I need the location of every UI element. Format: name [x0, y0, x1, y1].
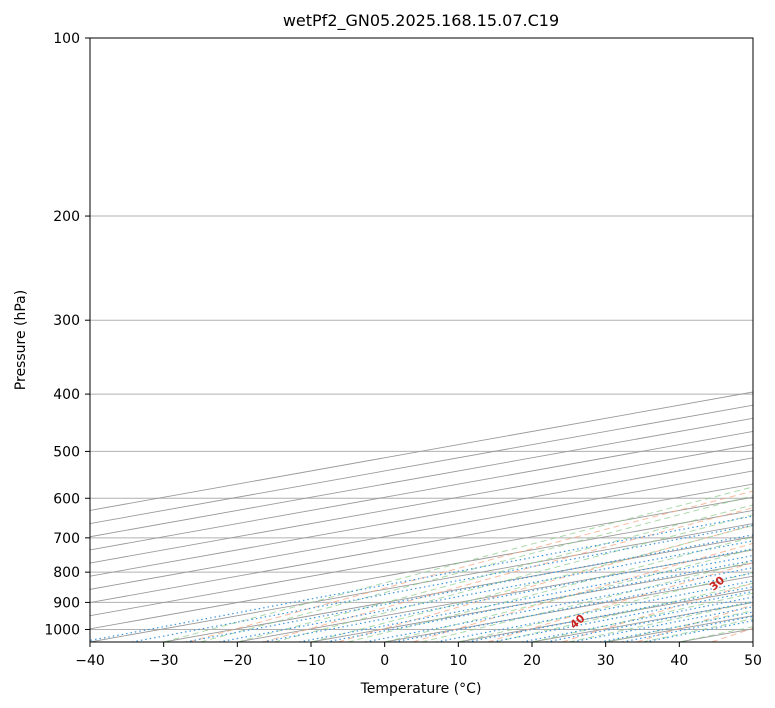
moist-adiabat [237, 504, 753, 642]
isotherm-line [310, 562, 753, 642]
x-tick-label: 0 [380, 653, 389, 669]
dry-adiabat [487, 562, 753, 642]
y-axis: 1000 900 800 700 600 500 400 300 200 100 [44, 31, 90, 638]
y-tick-label: 700 [53, 531, 80, 547]
y-tick-label: 200 [53, 209, 80, 225]
background-lines [90, 38, 753, 642]
isotherm-line [384, 575, 753, 642]
y-tick-label: 100 [53, 31, 80, 47]
moist-adiabat [531, 592, 753, 642]
isotherm-line [163, 536, 753, 642]
y-tick-label: 800 [53, 565, 80, 581]
x-tick-label: −20 [223, 653, 253, 669]
wetbulb-label: 30 [707, 573, 727, 593]
x-tick-label: −10 [296, 653, 326, 669]
mixing-ratio-line [546, 601, 753, 642]
moist-adiabat [163, 486, 753, 642]
moist-adiabat [605, 610, 753, 642]
mixing-ratio-line [218, 540, 753, 642]
y-tick-label: 1000 [44, 622, 80, 638]
isotherm-line [90, 457, 753, 577]
y-tick-label: 600 [53, 491, 80, 507]
x-tick-label: −30 [149, 653, 179, 669]
y-tick-label: 400 [53, 387, 80, 403]
isotherm-line [90, 496, 753, 617]
isotherm-line [90, 431, 753, 551]
mixing-ratio-line [185, 534, 753, 642]
moist-adiabat [421, 560, 753, 642]
x-axis-label: Temperature (°C) [360, 681, 482, 697]
moist-adiabat [458, 572, 753, 642]
wetbulb-label: 40 [567, 612, 587, 632]
x-tick-label: 30 [597, 653, 615, 669]
x-axis: −40 −30 −20 −10 0 10 20 30 40 50 [75, 642, 762, 669]
moist-adiabat [310, 525, 753, 642]
x-tick-label: 40 [670, 653, 688, 669]
isotherm-line [90, 470, 753, 590]
dry-adiabat [263, 507, 753, 642]
mixing-ratio-line [131, 524, 753, 642]
mixing-ratio-line [645, 620, 753, 642]
x-tick-label: 20 [523, 653, 541, 669]
x-tick-label: 50 [744, 653, 762, 669]
mixing-ratio-line [521, 596, 753, 642]
dry-adiabat [338, 524, 753, 642]
moist-adiabat [384, 548, 753, 642]
mixing-ratio-line [599, 611, 753, 642]
isotherm-line [237, 549, 753, 642]
y-tick-label: 900 [53, 595, 80, 611]
mixing-ratio-line [622, 615, 753, 642]
dry-adiabat [188, 490, 753, 642]
moist-adiabat [347, 536, 753, 642]
mixing-ratio-line [365, 567, 753, 642]
dry-adiabat [562, 582, 753, 642]
y-axis-label: Pressure (hPa) [13, 290, 29, 390]
isotherm-line [679, 628, 753, 642]
mixing-ratio-line [90, 515, 753, 642]
x-tick-label: −40 [75, 653, 105, 669]
isotherm-line [752, 641, 753, 642]
dry-adiabat [412, 542, 753, 642]
isoline-labels: 0.10.20.40.611.52346810131620253036-100-… [567, 573, 727, 632]
isotherm-line [531, 602, 753, 642]
moist-adiabat [274, 514, 753, 642]
isotherm-line [605, 615, 753, 642]
isotherm-line [90, 483, 753, 603]
moist-adiabat [642, 618, 753, 642]
y-tick-label: 500 [53, 444, 80, 460]
x-tick-label: 10 [449, 653, 467, 669]
moist-adiabat [200, 495, 753, 642]
chart-title: wetPf2_GN05.2025.168.15.07.C19 [283, 11, 559, 31]
isotherm-line [90, 444, 753, 564]
y-tick-label: 300 [53, 313, 80, 329]
isotherm-line [90, 509, 753, 630]
plot-frame [89, 37, 754, 643]
mixing-ratio-line [572, 606, 753, 642]
